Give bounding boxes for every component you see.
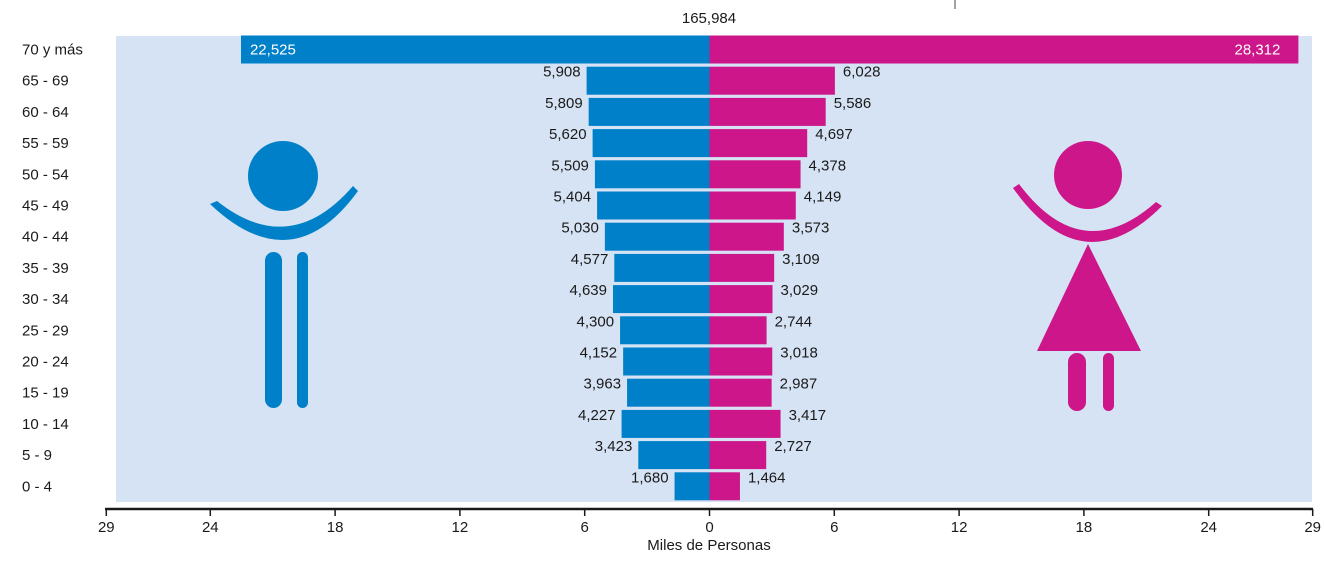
- data-label-right: 5,586: [834, 95, 872, 112]
- category-label: 5 - 9: [22, 447, 52, 464]
- bar-right: [709, 66, 835, 95]
- bar-right: [709, 160, 801, 189]
- data-label-left: 5,030: [561, 220, 599, 237]
- bar-right: [709, 472, 740, 501]
- x-ticks-group: 29 24 18 12 6 0 6 12 18 24 29: [98, 509, 1321, 536]
- bars-group: [240, 35, 1299, 501]
- x-axis-label: Miles de Personas: [647, 537, 770, 554]
- x-tick-label: 29: [1304, 519, 1321, 536]
- bar-left: [674, 472, 710, 501]
- data-label-left: 4,577: [571, 251, 609, 268]
- bar-right: [709, 191, 796, 220]
- bar-left: [604, 222, 710, 251]
- data-label-right: 3,109: [782, 251, 820, 268]
- data-label-right: 2,727: [774, 438, 812, 455]
- bar-right: [709, 222, 784, 251]
- category-label: 15 - 19: [22, 385, 69, 402]
- man-icon: [210, 141, 358, 408]
- bar-left: [240, 35, 710, 64]
- data-label-left: 3,423: [595, 438, 633, 455]
- data-label-left: 22,525: [250, 42, 296, 59]
- data-label-right: 28,312: [1234, 42, 1280, 59]
- woman-icon: [1013, 141, 1162, 411]
- x-tick-label: 24: [202, 519, 219, 536]
- bar-right: [709, 97, 826, 126]
- data-label-right: 3,417: [789, 407, 827, 424]
- data-label-right: 3,018: [780, 345, 818, 362]
- data-label-right: 4,697: [815, 126, 853, 143]
- data-label-left: 1,680: [631, 469, 669, 486]
- bar-right: [709, 129, 808, 158]
- category-label: 30 - 34: [22, 291, 69, 308]
- x-tick-label: 12: [452, 519, 469, 536]
- data-label-right: 3,029: [781, 282, 819, 299]
- data-label-left: 5,404: [554, 189, 592, 206]
- data-label-right: 1,464: [748, 469, 786, 486]
- data-label-left: 4,639: [569, 282, 607, 299]
- category-label: 10 - 14: [22, 416, 69, 433]
- bar-right: [709, 409, 781, 438]
- bar-left: [614, 253, 710, 282]
- bar-left: [597, 191, 710, 220]
- bar-right: [709, 253, 775, 282]
- category-label: 45 - 49: [22, 198, 69, 215]
- data-label-right: 6,028: [843, 64, 881, 81]
- bar-left: [594, 160, 710, 189]
- x-tick-label: 18: [1076, 519, 1093, 536]
- data-label-left: 5,509: [551, 157, 589, 174]
- category-labels-group: 70 y más 65 - 69 60 - 64 55 - 59 50 - 54 45 -…: [22, 42, 83, 496]
- bar-left: [620, 316, 710, 345]
- bar-right: [709, 316, 767, 345]
- x-tick-label: 6: [830, 519, 838, 536]
- x-tick-label: 29: [98, 519, 115, 536]
- bar-left: [613, 285, 710, 314]
- bar-left: [638, 441, 710, 470]
- bar-left: [623, 347, 710, 376]
- data-label-left: 4,300: [577, 313, 615, 330]
- x-tick-label: 6: [581, 519, 589, 536]
- data-label-right: 2,744: [775, 313, 813, 330]
- category-label: 55 - 59: [22, 135, 69, 152]
- x-tick-label: 0: [705, 519, 713, 536]
- category-label: 20 - 24: [22, 354, 69, 371]
- bar-left: [621, 409, 710, 438]
- bar-left: [627, 378, 710, 407]
- data-label-left: 5,908: [543, 64, 581, 81]
- data-label-left: 4,227: [578, 407, 616, 424]
- x-tick-label: 18: [327, 519, 344, 536]
- category-label: 25 - 29: [22, 322, 69, 339]
- data-label-left: 5,620: [549, 126, 587, 143]
- data-label-left: 4,152: [580, 345, 618, 362]
- category-label: 0 - 4: [22, 478, 52, 495]
- data-label-left: 5,809: [545, 95, 583, 112]
- category-label: 65 - 69: [22, 73, 69, 90]
- value-labels-group: 22,525 28,312 5,908 6,028 5,809 5,586 5,620 4,6…: [250, 42, 1280, 487]
- x-tick-label: 12: [951, 519, 968, 536]
- category-label: 35 - 39: [22, 260, 69, 277]
- bar-right: [709, 35, 1299, 64]
- bar-right: [709, 347, 773, 376]
- bar-left: [588, 97, 710, 126]
- category-label: 40 - 44: [22, 229, 69, 246]
- category-label: 50 - 54: [22, 166, 69, 183]
- chart-title: 165,984: [682, 10, 736, 27]
- data-label-right: 2,987: [780, 376, 818, 393]
- data-label-left: 3,963: [584, 376, 622, 393]
- category-label: 70 y más: [22, 42, 83, 59]
- bar-right: [709, 441, 767, 470]
- bar-left: [586, 66, 710, 95]
- data-label-right: 3,573: [792, 220, 830, 237]
- bar-right: [709, 378, 772, 407]
- data-label-right: 4,378: [809, 157, 847, 174]
- bar-right: [709, 285, 773, 314]
- bar-left: [592, 129, 710, 158]
- x-tick-label: 24: [1200, 519, 1217, 536]
- category-label: 60 - 64: [22, 104, 69, 121]
- data-label-right: 4,149: [804, 189, 842, 206]
